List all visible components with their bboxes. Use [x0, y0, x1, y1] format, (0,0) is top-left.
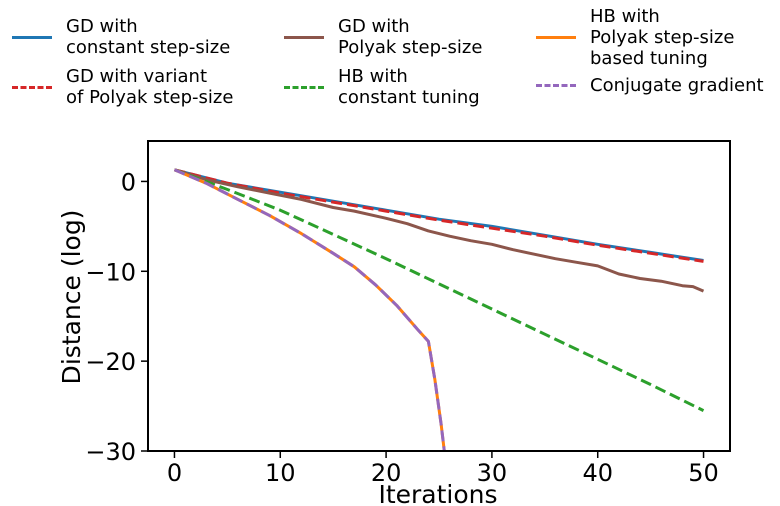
legend-label: HB with constant tuning: [338, 66, 480, 108]
legend-item-gd-constant: GD with constant step-size: [12, 16, 230, 58]
legend-label: Conjugate gradient: [590, 75, 764, 96]
y-tick-label: −30: [85, 438, 136, 466]
legend-swatch: [536, 84, 576, 87]
series-line-1: [174, 168, 704, 263]
ticks-layer: 0 10 20 30 40 50 0 −10 −20 −30: [85, 168, 718, 487]
x-tick-label: 0: [167, 459, 182, 487]
y-tick-label: 0: [121, 168, 136, 196]
legend-item-hb-constant: HB with constant tuning: [284, 66, 480, 108]
legend-item-gd-polyak: GD with Polyak step-size: [284, 16, 482, 58]
legend-label: HB with Polyak step-size based tuning: [590, 6, 735, 69]
legend-label: GD with constant step-size: [66, 16, 231, 58]
x-tick-label: 40: [582, 459, 613, 487]
legend-item-gd-variant-polyak: GD with variant of Polyak step-size: [12, 66, 233, 108]
x-tick-label: 20: [371, 459, 402, 487]
plot-frame: [147, 140, 731, 452]
series-line-0: [174, 168, 704, 262]
legend: GD with constant step-size GD with varia…: [0, 0, 780, 120]
legend-swatch: [536, 36, 576, 39]
series-layer: [173, 168, 705, 451]
series-line-2: [174, 168, 705, 293]
legend-label: GD with Polyak step-size: [338, 16, 483, 58]
x-tick-label: 10: [265, 459, 296, 487]
legend-swatch: [284, 85, 324, 89]
legend-swatch: [284, 35, 324, 39]
legend-label: GD with variant of Polyak step-size: [66, 66, 234, 108]
x-tick-label: 50: [688, 459, 719, 487]
x-tick-label: 30: [477, 459, 508, 487]
legend-swatch: [12, 85, 52, 89]
y-tick-label: −20: [85, 348, 136, 376]
y-tick-label: −10: [85, 258, 136, 286]
legend-item-conjugate-gradient: Conjugate gradient: [536, 75, 764, 96]
series-line-5: [173, 168, 446, 451]
series-line-3: [173, 168, 705, 412]
y-axis-label: Distance (log): [57, 210, 86, 385]
x-axis-label: Iterations: [378, 480, 497, 506]
legend-item-hb-polyak: HB with Polyak step-size based tuning: [536, 6, 734, 69]
legend-swatch: [12, 35, 52, 39]
